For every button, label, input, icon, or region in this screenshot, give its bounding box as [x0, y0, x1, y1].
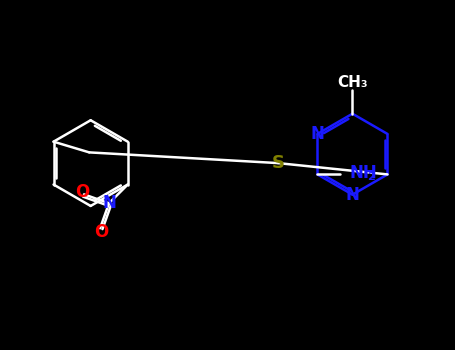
- Text: N: N: [310, 125, 324, 143]
- Text: S: S: [272, 154, 284, 172]
- Text: NH: NH: [349, 164, 377, 182]
- Text: N: N: [102, 194, 116, 212]
- Text: O: O: [94, 223, 108, 241]
- Text: CH₃: CH₃: [337, 75, 368, 90]
- Text: 2: 2: [367, 173, 375, 182]
- Text: N: N: [345, 186, 359, 204]
- Text: O: O: [75, 183, 89, 201]
